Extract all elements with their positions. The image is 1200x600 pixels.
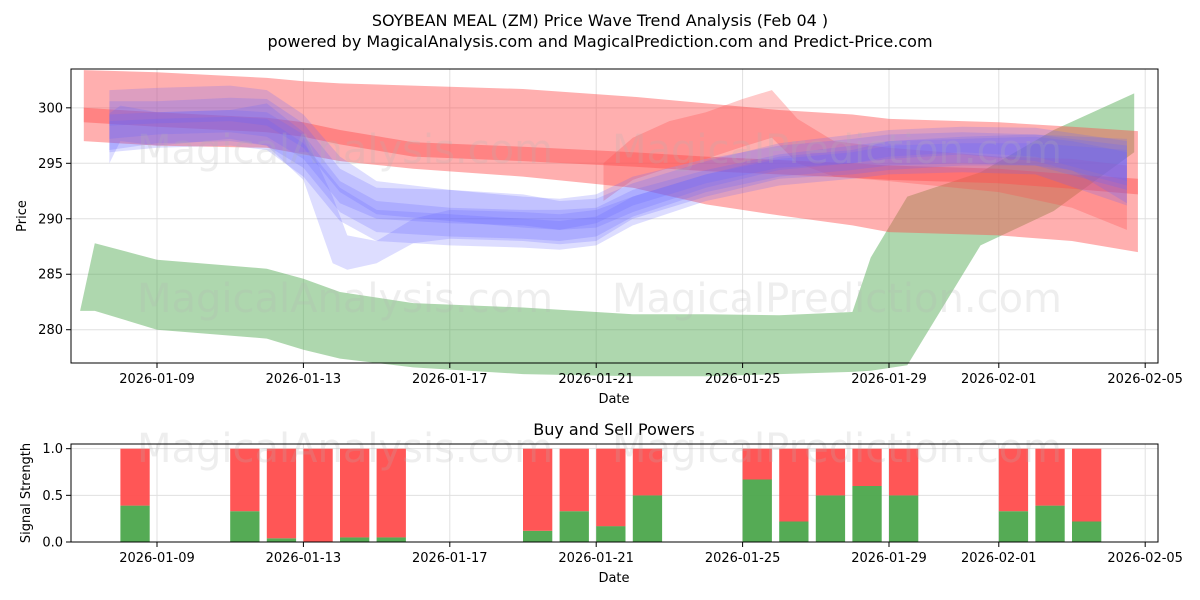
signal-x-tick-label-4: 2026-01-25 (705, 551, 781, 566)
buy-bar-14 (889, 495, 919, 542)
price-band-blue-8 (109, 116, 1127, 250)
price-band-blue-7 (109, 85, 1127, 230)
price-x-tick-label-0: 2026-01-09 (119, 372, 195, 387)
price-y-tick-label-2: 290 (38, 212, 63, 227)
price-x-axis-label: Date (598, 392, 629, 407)
price-x-tick-label-6: 2026-02-01 (961, 372, 1037, 387)
price-band-red-3 (603, 90, 1127, 230)
sell-bar-9 (632, 448, 663, 496)
buy-sell-powers-chart: Buy and Sell Powers MagicalAnalysis.com … (19, 420, 1183, 586)
sell-bar-0 (120, 448, 150, 506)
buy-bar-6 (523, 530, 553, 542)
signal-y-tick-label-1: 0.5 (42, 489, 63, 504)
price-x-tick-label-5: 2026-01-29 (851, 372, 927, 387)
price-y-axis: 280 285 290 295 300 (38, 101, 71, 338)
sell-bar-1 (230, 448, 260, 512)
signal-y-tick-label-2: 1.0 (42, 442, 63, 457)
signal-x-tick-label-2: 2026-01-17 (412, 551, 488, 566)
signal-x-tick-label-3: 2026-01-21 (558, 551, 634, 566)
price-x-tick-label-3: 2026-01-21 (558, 372, 634, 387)
sell-bar-6 (523, 448, 553, 531)
buy-bar-9 (632, 495, 663, 542)
buy-bar-2 (266, 538, 297, 542)
buy-bar-8 (596, 526, 626, 542)
buy-bar-1 (230, 511, 260, 542)
price-bands (80, 70, 1138, 377)
price-band-blue-4 (109, 103, 1127, 270)
watermark-analysis-middle: MagicalAnalysis.com (137, 276, 553, 322)
price-wave-chart: MagicalAnalysis.com MagicalPrediction.co… (15, 68, 1183, 407)
sell-bar-13 (852, 448, 882, 486)
price-band-red-2 (83, 107, 1138, 195)
watermark-prediction-middle: MagicalPrediction.com (612, 276, 1062, 322)
price-x-tick-label-7: 2026-02-05 (1107, 372, 1183, 387)
buy-bar-4 (340, 537, 370, 542)
buy-bar-10 (742, 479, 772, 542)
sell-bar-14 (889, 448, 919, 496)
signal-bars (120, 448, 1102, 542)
price-band-red-1 (83, 70, 1138, 253)
buy-sell-title: Buy and Sell Powers (533, 420, 695, 439)
price-plot-frame (70, 68, 1159, 364)
watermark-analysis-bottom: MagicalAnalysis.com (137, 426, 553, 472)
sell-bar-4 (340, 448, 370, 538)
buy-bar-5 (376, 537, 406, 542)
price-y-axis-label: Price (15, 200, 30, 232)
buy-bar-13 (852, 486, 882, 542)
buy-bar-11 (779, 521, 809, 542)
buy-bar-16 (1035, 505, 1065, 542)
buy-bar-7 (559, 511, 589, 542)
price-band-blue-6 (109, 110, 1127, 241)
signal-y-axis-label: Signal Strength (19, 443, 34, 543)
sell-bar-2 (266, 448, 297, 539)
sell-bar-5 (376, 448, 406, 538)
signal-plot-frame (70, 443, 1159, 543)
signal-x-tick-label-6: 2026-02-01 (961, 551, 1037, 566)
buy-bar-12 (815, 495, 846, 542)
buy-bar-0 (120, 505, 150, 542)
signal-x-tick-label-7: 2026-02-05 (1107, 551, 1183, 566)
signal-x-tick-label-1: 2026-01-13 (266, 551, 342, 566)
chart-title-line1: SOYBEAN MEAL (ZM) Price Wave Trend Analy… (372, 11, 828, 30)
price-band-green-0 (80, 93, 1135, 377)
sell-bar-8 (596, 448, 626, 527)
signal-y-tick-label-0: 0.0 (42, 536, 63, 551)
price-band-blue-5 (109, 97, 1127, 230)
sell-bar-11 (779, 448, 809, 522)
sell-bar-16 (1035, 448, 1065, 506)
buy-bar-17 (1072, 521, 1102, 542)
price-x-tick-label-4: 2026-01-25 (705, 372, 781, 387)
signal-y-axis: 0.0 0.5 1.0 (42, 442, 71, 551)
price-x-tick-label-2: 2026-01-17 (412, 372, 488, 387)
signal-x-axis: 2026-01-09 2026-01-13 2026-01-17 2026-01-21… (119, 542, 1183, 566)
sell-bar-12 (815, 448, 846, 496)
sell-bar-7 (559, 448, 589, 512)
price-x-axis: 2026-01-09 2026-01-13 2026-01-17 2026-01-21… (119, 363, 1183, 387)
price-y-tick-label-3: 295 (38, 157, 63, 172)
price-plot-area (71, 69, 1158, 363)
chart-title-line2: powered by MagicalAnalysis.com and Magic… (267, 32, 932, 51)
sell-bar-17 (1072, 448, 1102, 522)
watermark-prediction-top: MagicalPrediction.com (612, 127, 1062, 173)
watermark-prediction-bottom: MagicalPrediction.com (612, 426, 1062, 472)
price-y-tick-label-4: 300 (38, 101, 63, 116)
signal-x-axis-label: Date (598, 571, 629, 586)
sell-bar-15 (998, 448, 1029, 512)
watermark-analysis-top: MagicalAnalysis.com (137, 127, 553, 173)
sell-bar-10 (742, 448, 772, 480)
sell-bar-3 (303, 448, 333, 542)
price-x-tick-label-1: 2026-01-13 (266, 372, 342, 387)
signal-x-tick-label-5: 2026-01-29 (851, 551, 927, 566)
price-y-tick-label-1: 285 (38, 268, 63, 283)
signal-x-tick-label-0: 2026-01-09 (119, 551, 195, 566)
buy-bar-15 (998, 511, 1029, 542)
price-y-tick-label-0: 280 (38, 323, 63, 338)
price-gridlines (71, 69, 1158, 363)
